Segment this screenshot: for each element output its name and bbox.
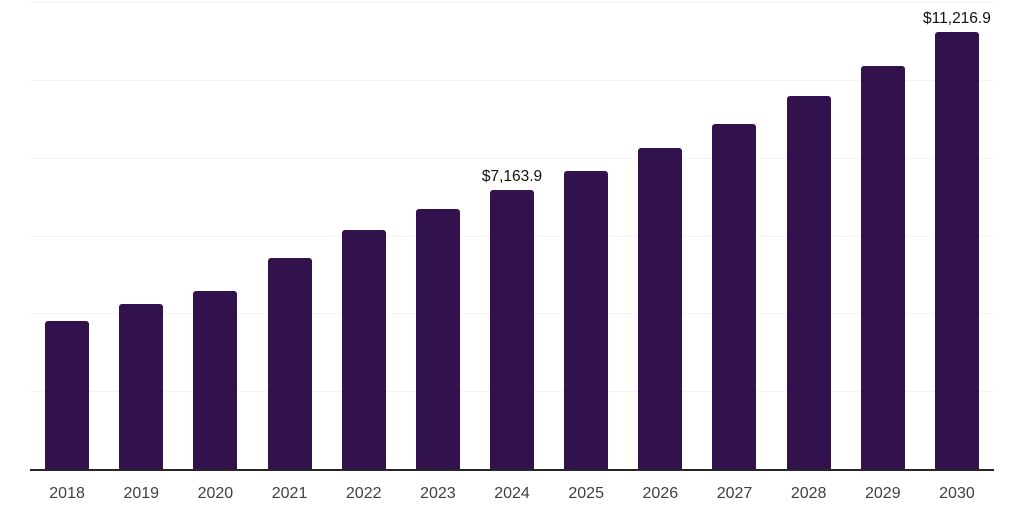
band-2023 <box>401 2 475 469</box>
band-2029 <box>846 2 920 469</box>
x-axis-line <box>30 469 994 471</box>
band-2030: $11,216.9 <box>920 2 994 469</box>
band-2024: $7,163.9 <box>475 2 549 469</box>
bar-2029 <box>860 65 905 469</box>
tick-label-2024: 2024 <box>494 485 530 502</box>
tick-label-2027: 2027 <box>716 485 753 502</box>
bar-2025 <box>564 170 609 469</box>
band-2027 <box>697 2 771 469</box>
band-2026 <box>623 2 697 469</box>
gridline-12000 <box>30 2 994 3</box>
plot-area: $7,163.9 $11,216.9 <box>30 2 994 469</box>
tick-label-2029: 2029 <box>865 485 901 502</box>
bar-2026 <box>638 148 683 469</box>
data-label-2030: $11,216.9 <box>923 10 991 28</box>
band-2022 <box>327 2 401 469</box>
band-2018 <box>30 2 104 469</box>
tick-label-2021: 2021 <box>271 485 308 502</box>
gridline-8000 <box>30 157 994 159</box>
tick-label-2025: 2025 <box>568 485 604 502</box>
tick-label-2019: 2019 <box>123 485 160 502</box>
bar-2019 <box>119 304 164 469</box>
band-2028 <box>772 2 846 469</box>
bar-2028 <box>786 95 831 469</box>
tick-label-2028: 2028 <box>790 485 827 502</box>
bar-2021 <box>267 258 312 469</box>
band-2025 <box>549 2 623 469</box>
bar-2030 <box>934 32 979 469</box>
x-axis-tick-labels: 2018 2019 2020 2021 2022 2023 2024 2025 2026 2027… <box>30 485 994 503</box>
tick-label-2020: 2020 <box>197 485 234 502</box>
tick-label-2022: 2022 <box>345 485 382 502</box>
bar-2020 <box>193 290 238 469</box>
tick-label-2026: 2026 <box>642 485 679 502</box>
bar-2022 <box>341 230 386 469</box>
tick-label-2030: 2030 <box>939 485 975 502</box>
band-2019 <box>104 2 178 469</box>
band-2020 <box>178 2 252 469</box>
data-label-2024: $7,163.9 <box>481 168 543 186</box>
gridline-10000 <box>30 79 994 81</box>
bar-2027 <box>712 124 757 469</box>
bar-2023 <box>415 208 460 469</box>
tick-label-2018: 2018 <box>49 485 85 502</box>
band-2021 <box>252 2 326 469</box>
bar-series: $7,163.9 $11,216.9 <box>30 2 994 469</box>
bar-2024 <box>490 190 535 469</box>
bar-2018 <box>45 321 90 469</box>
tick-label-2023: 2023 <box>420 485 456 502</box>
